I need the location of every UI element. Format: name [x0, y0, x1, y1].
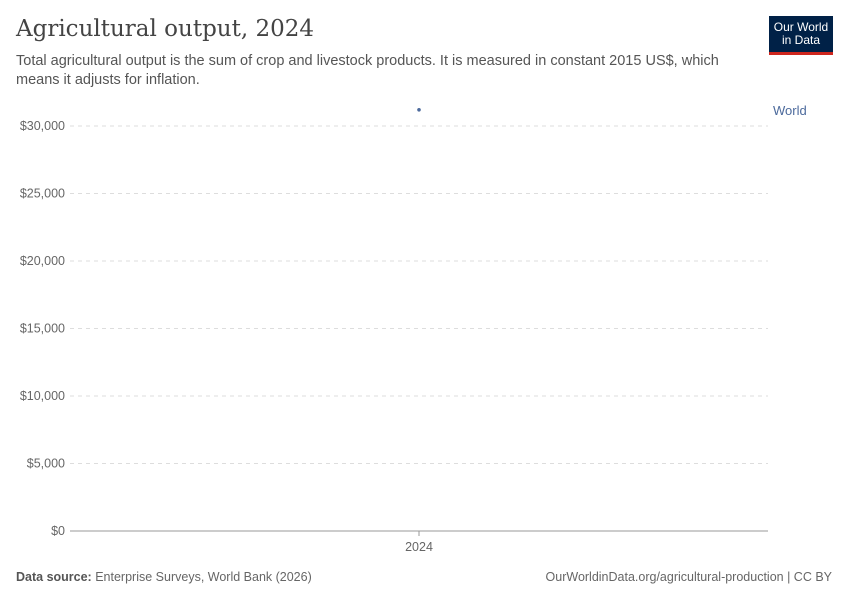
- x-tick-label: 2024: [405, 540, 433, 554]
- logo-line2: in Data: [781, 33, 821, 47]
- source-text[interactable]: Enterprise Surveys, World Bank (2026): [95, 570, 312, 584]
- y-tick-label: $15,000: [20, 322, 65, 336]
- data-point: [417, 108, 421, 112]
- footer-url[interactable]: OurWorldinData.org/agricultural-producti…: [545, 570, 832, 584]
- owid-logo[interactable]: Our World in Data: [769, 16, 833, 55]
- logo-line1: Our World: [773, 20, 829, 34]
- y-tick-label: $25,000: [20, 187, 65, 201]
- chart-title: Agricultural output, 2024: [16, 16, 315, 42]
- y-tick-label: $30,000: [20, 119, 65, 133]
- chart-subtitle: Total agricultural output is the sum of …: [16, 53, 719, 88]
- series-label: World: [773, 103, 807, 118]
- data-source: Data source: Enterprise Surveys, World B…: [16, 570, 312, 584]
- y-tick-label: $5,000: [27, 457, 65, 471]
- y-tick-label: $20,000: [20, 254, 65, 268]
- source-label: Data source:: [16, 570, 92, 584]
- y-tick-label: $10,000: [20, 389, 65, 403]
- y-tick-label: $0: [51, 524, 65, 538]
